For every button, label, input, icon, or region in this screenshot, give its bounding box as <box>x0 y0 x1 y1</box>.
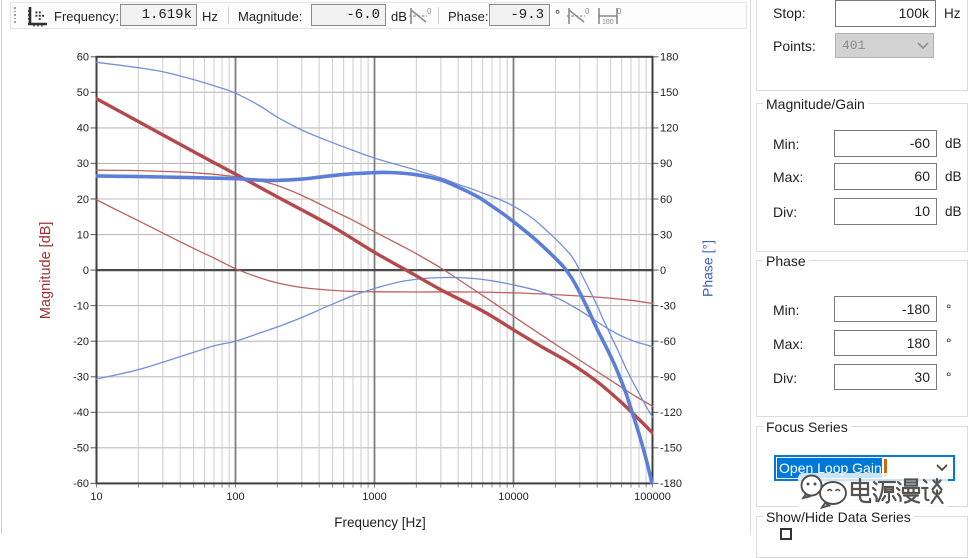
svg-text:30: 30 <box>77 158 89 170</box>
svg-text:150: 150 <box>660 87 678 99</box>
svg-text:Frequency [Hz]: Frequency [Hz] <box>334 515 426 530</box>
svg-text:10000: 10000 <box>498 491 529 503</box>
svg-text:120: 120 <box>660 123 678 135</box>
svg-text:0: 0 <box>660 265 666 277</box>
svg-text:10: 10 <box>90 491 102 503</box>
svg-text:60: 60 <box>660 194 672 206</box>
svg-text:-10: -10 <box>73 300 89 312</box>
svg-text:180: 180 <box>602 19 614 26</box>
svg-text:-20: -20 <box>73 336 89 348</box>
svg-text:0: 0 <box>427 7 432 16</box>
svg-text:100: 100 <box>226 491 244 503</box>
svg-text:180: 180 <box>660 52 678 64</box>
svg-text:20: 20 <box>77 194 89 206</box>
svg-text:-60: -60 <box>73 478 89 490</box>
svg-text:Magnitude [dB]: Magnitude [dB] <box>38 222 54 320</box>
svg-text:Phase [°]: Phase [°] <box>700 240 716 297</box>
svg-text:-60: -60 <box>660 336 676 348</box>
svg-text:-90: -90 <box>660 372 676 384</box>
svg-text:0: 0 <box>585 7 590 16</box>
svg-text:0: 0 <box>83 265 89 277</box>
svg-text:30: 30 <box>660 229 672 241</box>
svg-text:-40: -40 <box>73 407 89 419</box>
svg-text:0: 0 <box>617 7 622 16</box>
svg-text:100000: 100000 <box>634 491 671 503</box>
svg-text:-50: -50 <box>73 443 89 455</box>
svg-text:-120: -120 <box>660 407 682 419</box>
svg-text:60: 60 <box>77 52 89 64</box>
svg-text:-180: -180 <box>660 478 682 490</box>
svg-text:90: 90 <box>660 158 672 170</box>
svg-text:-30: -30 <box>73 372 89 384</box>
svg-text:40: 40 <box>77 123 89 135</box>
svg-text:50: 50 <box>77 87 89 99</box>
svg-text:10: 10 <box>77 229 89 241</box>
svg-text:-30: -30 <box>660 300 676 312</box>
svg-text:-150: -150 <box>660 443 682 455</box>
svg-text:1000: 1000 <box>362 491 386 503</box>
